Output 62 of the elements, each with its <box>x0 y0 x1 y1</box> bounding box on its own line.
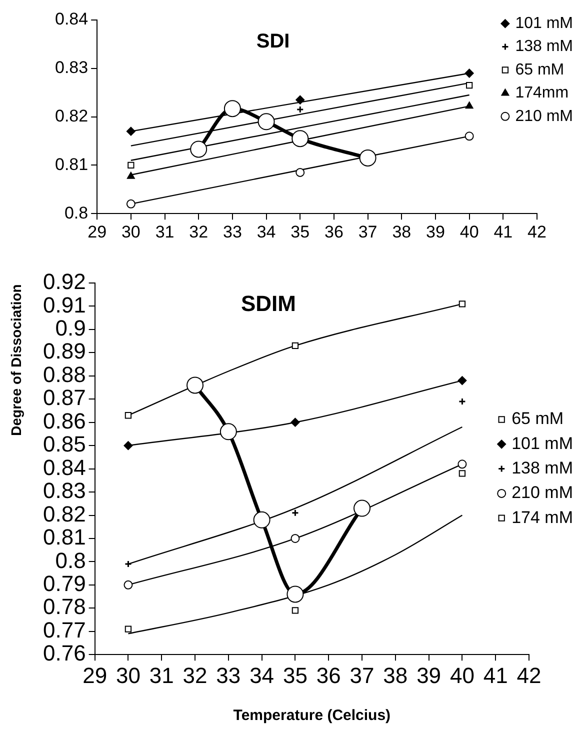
legend-label: 65 mM <box>515 61 564 78</box>
y-tick-label: 0.82 <box>54 106 88 126</box>
y-tick-label: 0.9 <box>55 316 86 341</box>
x-tick-label: 36 <box>324 222 344 242</box>
y-tick-label: 0.85 <box>42 432 86 457</box>
y-tick-label: 0.88 <box>42 362 86 387</box>
x-tick-label: 37 <box>358 222 378 242</box>
x-tick-label: 34 <box>256 222 276 242</box>
x-tick-label: 32 <box>182 662 208 688</box>
x-tick-label: 41 <box>494 222 513 242</box>
x-tick-label: 36 <box>316 662 341 688</box>
y-tick-label: 0.83 <box>42 478 86 504</box>
x-tick-label: 41 <box>483 662 508 688</box>
x-tick-label: 33 <box>216 662 241 688</box>
y-tick-label: 0.83 <box>54 58 88 78</box>
y-tick-label: 0.82 <box>42 501 86 526</box>
legend-label: 65 mM <box>512 409 564 428</box>
y-tick-label: 0.81 <box>42 524 86 550</box>
x-tick-label: 35 <box>290 222 310 242</box>
legend-label: 138 mM <box>512 458 574 478</box>
x-tick-label: 35 <box>282 662 308 688</box>
y-tick-label: 0.86 <box>42 408 86 434</box>
x-tick-label: 42 <box>528 222 546 242</box>
y-tick-label: 0.91 <box>42 292 86 318</box>
x-tick-label: 34 <box>250 662 274 688</box>
x-tick-label: 38 <box>392 222 412 242</box>
legend-label: 210 mM <box>515 108 573 125</box>
x-tick-label: 31 <box>149 662 174 688</box>
x-tick-label: 42 <box>516 662 542 688</box>
legend-label: 101 mM <box>512 434 574 453</box>
y-tick-label: 0.78 <box>42 594 86 620</box>
x-tick-label: 38 <box>383 662 408 688</box>
x-tick-label: 40 <box>460 222 479 242</box>
x-tick-label: 30 <box>121 222 140 242</box>
x-tick-label: 31 <box>155 222 174 242</box>
x-tick-label: 30 <box>116 662 140 688</box>
y-axis-title: Degree of Dissociation <box>8 284 24 436</box>
y-tick-label: 0.87 <box>42 385 86 410</box>
x-tick-label: 29 <box>88 222 107 242</box>
legend-label: 101 mM <box>515 15 573 32</box>
x-tick-label: 32 <box>189 222 208 242</box>
x-axis-title: Temperature (Celcius) <box>233 707 391 724</box>
x-tick-label: 39 <box>416 662 442 688</box>
y-tick-label: 0.81 <box>54 154 88 174</box>
legend-label: 174mm <box>515 84 569 102</box>
legend-label: 174 mM <box>512 508 574 527</box>
y-tick-label: 0.8 <box>64 203 88 222</box>
y-tick-label: 0.89 <box>42 338 86 364</box>
legend-label: 210 mM <box>512 483 574 502</box>
legend-label: 138 mM <box>515 38 573 56</box>
text: SDI <box>256 30 290 53</box>
chart-title: SDIM <box>240 291 296 316</box>
y-tick-label: 0.92 <box>42 269 86 294</box>
y-tick-label: 0.8 <box>55 548 86 573</box>
x-tick-label: 39 <box>426 222 445 242</box>
x-tick-label: 40 <box>450 662 474 688</box>
x-tick-label: 33 <box>222 222 242 242</box>
x-tick-label: 37 <box>350 662 374 688</box>
y-tick-label: 0.84 <box>42 454 86 480</box>
y-tick-label: 0.79 <box>42 570 86 596</box>
y-tick-label: 0.77 <box>42 617 86 642</box>
y-tick-label: 0.84 <box>54 10 88 29</box>
